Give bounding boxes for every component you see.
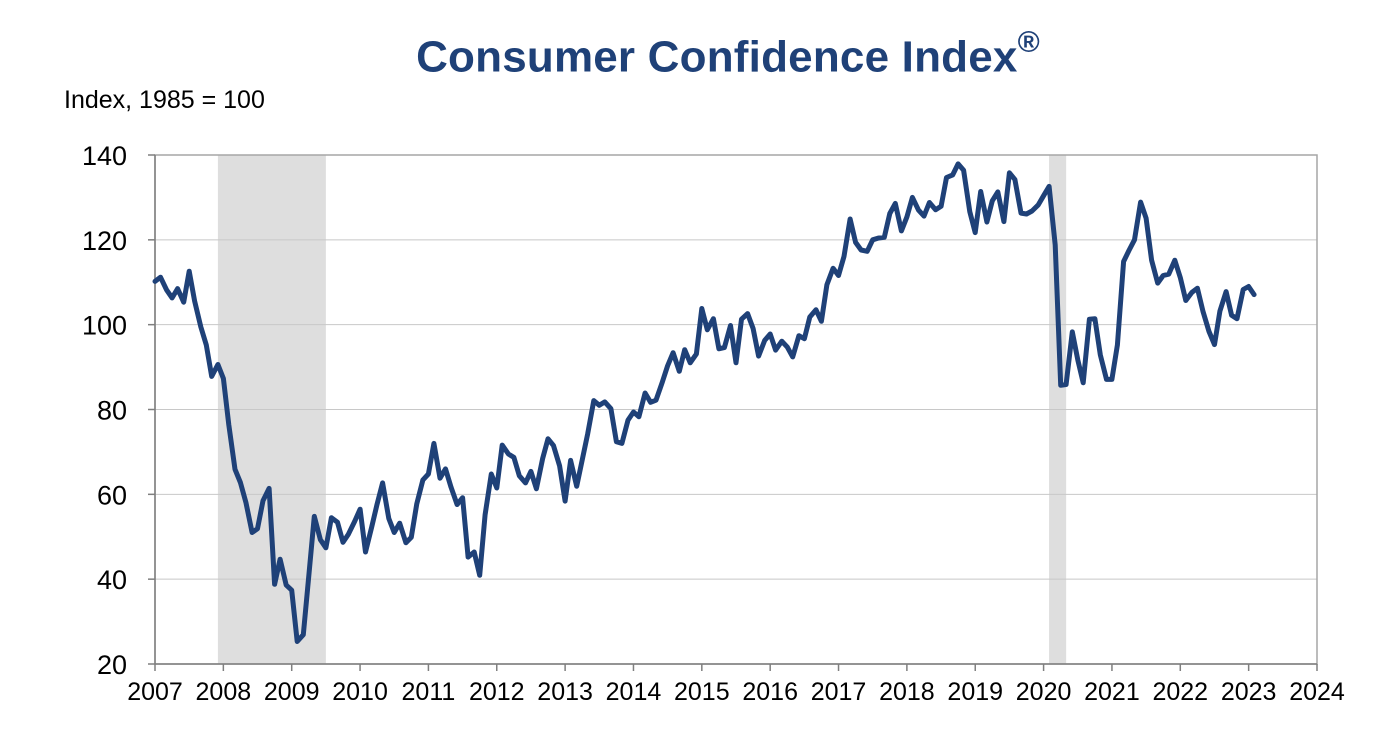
chart-title-text: Consumer Confidence Index [416, 32, 1018, 82]
y-tick-label-80: 80 [97, 396, 127, 426]
series-lines [152, 161, 1257, 644]
y-tick-label-60: 60 [97, 480, 127, 510]
y-tick-label-20: 20 [97, 650, 127, 680]
x-tick-label-2017: 2017 [811, 678, 867, 706]
axes [148, 154, 1318, 671]
y-tick-label-120: 120 [82, 226, 127, 256]
x-tick-label-2024: 2024 [1289, 678, 1345, 706]
x-tick-label-2023: 2023 [1221, 678, 1277, 706]
x-tick-label-2020: 2020 [1016, 678, 1072, 706]
x-tick-label-2010: 2010 [332, 678, 388, 706]
x-tick-labels: 2007 2008 2009 2010 2011 2012 2013 2014 2015 2016… [127, 678, 1345, 706]
x-tick-label-2021: 2021 [1084, 678, 1140, 706]
x-tick-label-2014: 2014 [606, 678, 662, 706]
x-tick-label-2008: 2008 [196, 678, 252, 706]
x-tick-label-2015: 2015 [674, 678, 730, 706]
y-axis-label: Index, 1985 = 100 [64, 86, 265, 114]
x-tick-label-2011: 2011 [402, 678, 456, 706]
grid-lines [155, 239, 1317, 580]
x-tick-label-2019: 2019 [947, 678, 1003, 706]
series-line-0 [152, 161, 1257, 644]
x-tick-label-2018: 2018 [879, 678, 935, 706]
x-tick-label-2013: 2013 [537, 678, 593, 706]
registered-mark: ® [1017, 26, 1040, 59]
x-tick-label-2022: 2022 [1152, 678, 1208, 706]
x-tick-label-2012: 2012 [469, 678, 525, 706]
y-tick-labels: 20 40 60 80 100 120 140 [82, 141, 127, 680]
x-tick-label-2009: 2009 [264, 678, 320, 706]
y-tick-label-140: 140 [82, 141, 127, 171]
x-tick-label-2016: 2016 [742, 678, 798, 706]
x-tick-label-2007: 2007 [127, 678, 183, 706]
y-tick-label-40: 40 [97, 565, 127, 595]
y-tick-label-100: 100 [82, 311, 127, 341]
chart-title: Consumer Confidence Index® [0, 26, 1381, 83]
